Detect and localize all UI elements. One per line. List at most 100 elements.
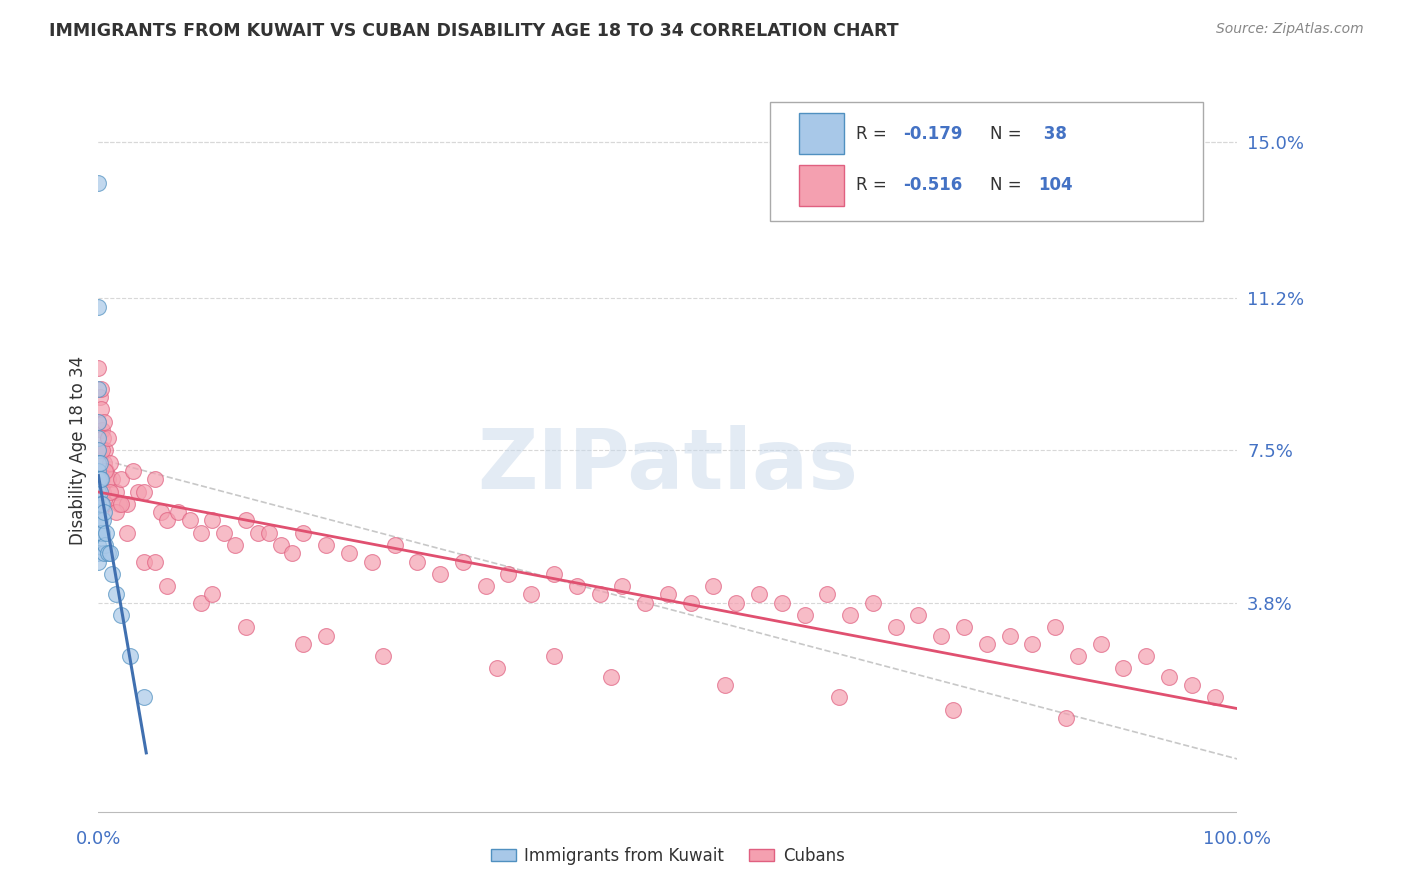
- Point: [91, 513, 114, 527]
- Point: [127, 484, 149, 499]
- Point: [156, 579, 179, 593]
- Point: [87, 382, 110, 396]
- Point: [360, 554, 382, 569]
- Point: [201, 587, 224, 601]
- Point: [190, 596, 212, 610]
- Point: [702, 579, 724, 593]
- Point: [115, 525, 138, 540]
- Point: [543, 649, 565, 664]
- Point: [884, 620, 907, 634]
- Point: [145, 472, 167, 486]
- Point: [315, 628, 337, 642]
- Point: [474, 579, 496, 593]
- Point: [929, 628, 952, 642]
- Legend: Immigrants from Kuwait, Cubans: Immigrants from Kuwait, Cubans: [485, 840, 851, 871]
- Point: [87, 464, 110, 478]
- Point: [96, 546, 118, 560]
- Text: N =: N =: [990, 125, 1026, 143]
- Point: [828, 690, 851, 705]
- Point: [90, 472, 112, 486]
- Point: [104, 505, 127, 519]
- Point: [87, 505, 110, 519]
- Point: [1021, 637, 1043, 651]
- Point: [714, 678, 737, 692]
- Point: [179, 513, 201, 527]
- Point: [565, 579, 588, 593]
- Point: [87, 361, 110, 376]
- Point: [87, 300, 110, 314]
- Point: [270, 538, 292, 552]
- Point: [224, 538, 246, 552]
- Point: [235, 620, 257, 634]
- Point: [101, 472, 124, 486]
- Point: [110, 472, 132, 486]
- Point: [89, 456, 111, 470]
- Point: [98, 484, 121, 499]
- Point: [588, 587, 610, 601]
- Point: [87, 513, 110, 527]
- Point: [87, 554, 110, 569]
- Point: [115, 497, 138, 511]
- Point: [89, 513, 111, 527]
- Point: [132, 484, 155, 499]
- Point: [451, 554, 474, 569]
- Text: 38: 38: [1038, 125, 1067, 143]
- Point: [953, 620, 976, 634]
- Point: [201, 513, 224, 527]
- Point: [998, 628, 1021, 642]
- Point: [1135, 649, 1157, 664]
- FancyBboxPatch shape: [770, 103, 1204, 221]
- Point: [679, 596, 702, 610]
- Point: [120, 649, 142, 664]
- Point: [101, 566, 124, 581]
- Point: [770, 596, 793, 610]
- Point: [104, 587, 127, 601]
- Point: [292, 525, 315, 540]
- Point: [96, 431, 118, 445]
- Text: R =: R =: [856, 177, 891, 194]
- Point: [96, 464, 118, 478]
- Point: [89, 472, 111, 486]
- Point: [315, 538, 337, 552]
- Point: [91, 484, 114, 499]
- Point: [145, 554, 167, 569]
- Point: [104, 484, 127, 499]
- Point: [793, 607, 815, 622]
- Point: [110, 497, 132, 511]
- Point: [98, 456, 121, 470]
- Text: -0.179: -0.179: [904, 125, 963, 143]
- Point: [907, 607, 929, 622]
- Point: [132, 690, 155, 705]
- Point: [1204, 690, 1226, 705]
- Point: [91, 431, 114, 445]
- Point: [89, 443, 111, 458]
- Point: [246, 525, 269, 540]
- FancyBboxPatch shape: [799, 165, 845, 206]
- Point: [371, 649, 394, 664]
- Point: [942, 703, 965, 717]
- Point: [87, 176, 110, 190]
- Point: [87, 525, 110, 540]
- Point: [87, 546, 110, 560]
- Point: [87, 497, 110, 511]
- Point: [87, 456, 110, 470]
- Point: [87, 538, 110, 552]
- Point: [839, 607, 862, 622]
- Point: [384, 538, 406, 552]
- Point: [87, 472, 110, 486]
- Point: [167, 505, 190, 519]
- Text: ZIPatlas: ZIPatlas: [478, 425, 858, 506]
- Point: [429, 566, 451, 581]
- Point: [600, 670, 623, 684]
- Point: [235, 513, 257, 527]
- Point: [259, 525, 281, 540]
- Point: [498, 566, 520, 581]
- Y-axis label: Disability Age 18 to 34: Disability Age 18 to 34: [69, 356, 87, 545]
- Point: [150, 505, 173, 519]
- Point: [543, 566, 565, 581]
- Point: [725, 596, 748, 610]
- Point: [862, 596, 884, 610]
- Point: [94, 464, 117, 478]
- Text: 104: 104: [1038, 177, 1073, 194]
- Point: [1157, 670, 1180, 684]
